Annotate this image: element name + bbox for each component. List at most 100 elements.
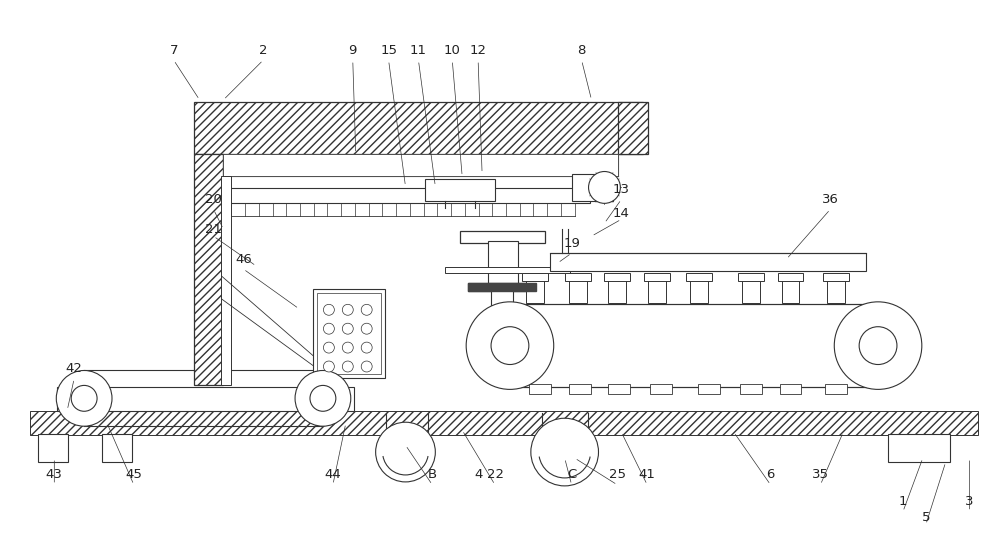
Circle shape xyxy=(323,323,334,334)
Circle shape xyxy=(859,327,897,365)
Circle shape xyxy=(342,305,353,315)
Circle shape xyxy=(491,327,529,365)
Bar xyxy=(488,241,518,283)
Text: 21: 21 xyxy=(205,223,222,236)
Text: 3: 3 xyxy=(965,496,974,509)
Text: 41: 41 xyxy=(639,469,656,481)
Text: 14: 14 xyxy=(613,207,630,220)
Circle shape xyxy=(323,342,334,353)
Bar xyxy=(780,385,801,394)
Bar xyxy=(229,188,590,203)
Bar xyxy=(569,279,587,303)
Bar xyxy=(529,385,551,394)
Bar xyxy=(650,385,672,394)
Bar xyxy=(550,253,866,271)
Bar xyxy=(445,267,570,273)
Text: 46: 46 xyxy=(235,253,252,266)
Circle shape xyxy=(323,305,334,315)
Bar xyxy=(742,279,760,303)
Bar xyxy=(608,385,630,394)
Bar xyxy=(221,176,231,385)
Text: 9: 9 xyxy=(349,44,357,57)
Bar xyxy=(782,279,799,303)
Text: 6: 6 xyxy=(766,469,775,481)
Text: 7: 7 xyxy=(169,44,178,57)
Circle shape xyxy=(361,305,372,315)
Bar xyxy=(474,329,529,335)
Bar xyxy=(604,273,630,281)
Bar xyxy=(313,289,385,379)
Bar xyxy=(223,154,618,176)
Bar xyxy=(569,385,591,394)
Bar xyxy=(30,411,978,435)
Circle shape xyxy=(310,385,336,411)
Text: 11: 11 xyxy=(410,44,427,57)
Text: 25: 25 xyxy=(609,469,626,481)
Bar xyxy=(740,385,762,394)
Bar xyxy=(572,174,613,201)
Text: 8: 8 xyxy=(577,44,586,57)
Bar xyxy=(526,279,544,303)
Bar xyxy=(738,273,764,281)
Bar xyxy=(468,283,536,291)
Bar xyxy=(618,102,648,154)
Bar xyxy=(460,231,545,243)
Circle shape xyxy=(531,418,598,486)
Bar xyxy=(825,385,847,394)
Text: 13: 13 xyxy=(613,183,630,196)
Text: 36: 36 xyxy=(822,193,839,206)
Circle shape xyxy=(589,171,620,203)
Text: 45: 45 xyxy=(125,469,142,481)
Text: 35: 35 xyxy=(812,469,829,481)
Text: 19: 19 xyxy=(563,236,580,249)
Bar xyxy=(565,273,591,281)
Bar xyxy=(194,154,223,385)
Text: 2: 2 xyxy=(259,44,267,57)
Circle shape xyxy=(361,342,372,353)
Circle shape xyxy=(295,371,351,426)
Bar xyxy=(690,279,708,303)
Text: 43: 43 xyxy=(46,469,63,481)
Circle shape xyxy=(342,342,353,353)
Circle shape xyxy=(342,361,353,372)
Circle shape xyxy=(376,422,435,482)
Text: 5: 5 xyxy=(922,511,930,524)
Circle shape xyxy=(56,371,112,426)
Bar xyxy=(778,273,803,281)
Circle shape xyxy=(834,302,922,390)
Bar xyxy=(888,434,950,462)
Text: 15: 15 xyxy=(380,44,397,57)
Circle shape xyxy=(361,323,372,334)
Bar xyxy=(823,273,849,281)
Text: 22: 22 xyxy=(487,469,504,481)
Circle shape xyxy=(342,323,353,334)
Text: 44: 44 xyxy=(324,469,341,481)
Bar xyxy=(102,434,132,462)
Circle shape xyxy=(361,361,372,372)
Text: B: B xyxy=(428,469,437,481)
Text: 20: 20 xyxy=(205,193,222,206)
Circle shape xyxy=(323,361,334,372)
Circle shape xyxy=(71,385,97,411)
Circle shape xyxy=(466,302,554,390)
Bar xyxy=(491,289,513,329)
Bar xyxy=(425,180,495,201)
Text: 10: 10 xyxy=(444,44,461,57)
Bar xyxy=(827,279,845,303)
Bar xyxy=(522,273,548,281)
Bar xyxy=(698,385,720,394)
Bar xyxy=(648,279,666,303)
Bar xyxy=(510,304,878,387)
Bar xyxy=(608,279,626,303)
Text: 42: 42 xyxy=(66,362,83,375)
Bar xyxy=(38,434,68,462)
Bar xyxy=(194,102,643,154)
Bar xyxy=(317,293,381,374)
Bar xyxy=(644,273,670,281)
Text: C: C xyxy=(567,469,576,481)
Bar xyxy=(57,387,354,411)
Text: 12: 12 xyxy=(470,44,487,57)
Bar xyxy=(468,283,536,291)
Bar xyxy=(686,273,712,281)
Text: 1: 1 xyxy=(899,496,907,509)
